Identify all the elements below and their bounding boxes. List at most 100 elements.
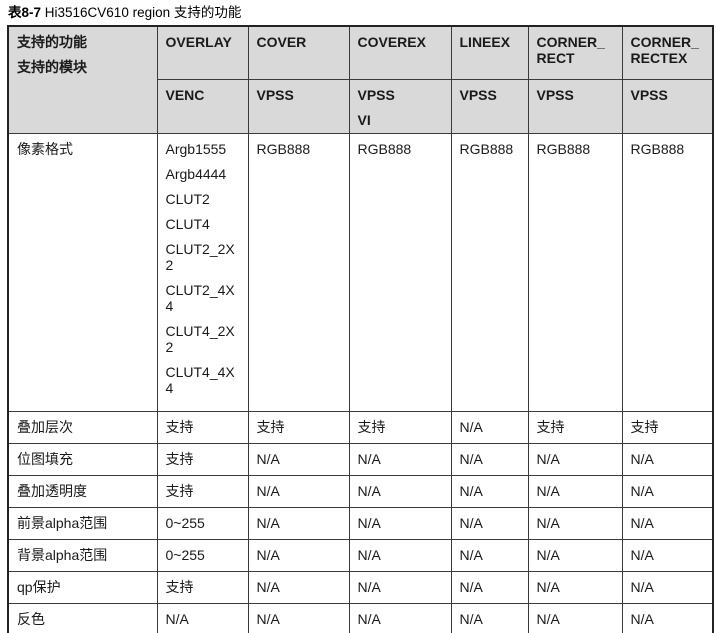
cell-text-line: N/A: [630, 514, 654, 531]
cell-text-line: N/A: [630, 610, 654, 627]
cell-text-line: N/A: [630, 546, 654, 563]
cell-text-line: 支持: [630, 418, 659, 435]
module-header-lineex: VPSS: [450, 78, 529, 134]
cell-text-line: N/A: [357, 546, 381, 563]
table-cell: N/A: [247, 538, 350, 572]
cell-text-line: N/A: [459, 418, 483, 435]
cell-text-line: VPSS: [256, 86, 294, 103]
cell-text-line: VPSS: [536, 86, 574, 103]
cell-text-line: N/A: [459, 450, 483, 467]
cell-text-line: 支持: [256, 418, 285, 435]
table-cell: 支持: [527, 410, 623, 444]
table-cell: N/A: [348, 570, 452, 604]
column-header-overlay: OVERLAY: [156, 25, 249, 80]
cell-text-line: N/A: [536, 482, 560, 499]
table-cell: RGB888: [247, 132, 350, 412]
table-title-text: Hi3516CV610 region 支持的功能: [41, 5, 242, 20]
cell-text-line: 支持: [357, 418, 386, 435]
cell-text-line: Argb1555: [165, 140, 227, 157]
cell-text-line: N/A: [536, 514, 560, 531]
cell-text-line: N/A: [256, 514, 280, 531]
cell-text-line: N/A: [630, 482, 654, 499]
cell-text-line: N/A: [630, 450, 654, 467]
cell-text-line: VPSS: [630, 86, 668, 103]
table-cell: N/A: [527, 442, 623, 476]
table-cell: N/A: [621, 474, 714, 508]
module-header-corner-rectex: VPSS: [621, 78, 714, 134]
table-cell: N/A: [450, 442, 529, 476]
table-cell: N/A: [621, 538, 714, 572]
row-label: 反色: [7, 602, 158, 633]
cell-text-line: N/A: [357, 578, 381, 595]
table-cell: N/A: [527, 602, 623, 633]
cell-text-line: N/A: [459, 610, 483, 627]
table-cell: 支持: [156, 474, 249, 508]
table-row-overlay-alpha: 叠加透明度 支持 N/A N/A N/A N/A N/A: [7, 474, 714, 508]
table-cell: 支持: [348, 410, 452, 444]
table-row-bitmap-fill: 位图填充 支持 N/A N/A N/A N/A N/A: [7, 442, 714, 476]
table-cell: N/A: [247, 442, 350, 476]
table-cell: N/A: [348, 506, 452, 540]
table-cell: N/A: [348, 442, 452, 476]
table-cell: N/A: [621, 570, 714, 604]
cell-text-line: RGB888: [536, 140, 591, 157]
table-cell: N/A: [247, 474, 350, 508]
module-header-overlay: VENC: [156, 78, 249, 134]
table-row-invert-color: 反色 N/A N/A N/A N/A N/A N/A: [7, 602, 714, 633]
cell-text-line: N/A: [256, 610, 280, 627]
table-cell: 0~255: [156, 538, 249, 572]
table-cell: N/A: [247, 570, 350, 604]
cell-text-line: N/A: [459, 482, 483, 499]
row-label: 位图填充: [7, 442, 158, 476]
corner-header: 支持的功能 支持的模块: [7, 25, 158, 134]
table-cell: N/A: [621, 442, 714, 476]
cell-text-line: 0~255: [165, 514, 205, 531]
table-cell: N/A: [156, 602, 249, 633]
table-cell: 支持: [247, 410, 350, 444]
cell-text-line: N/A: [459, 514, 483, 531]
cell-text-line: N/A: [256, 450, 280, 467]
table-cell: N/A: [348, 474, 452, 508]
cell-text-line: 支持: [165, 418, 194, 435]
cell-text-line: CLUT2: [165, 190, 210, 207]
cell-text-line: RGB888: [357, 140, 412, 157]
corner-header-line1: 支持的功能: [17, 34, 87, 50]
table-row-fg-alpha-range: 前景alpha范围 0~255 N/A N/A N/A N/A N/A: [7, 506, 714, 540]
cell-text-line: N/A: [536, 578, 560, 595]
table-cell: 0~255: [156, 506, 249, 540]
row-label: 像素格式: [7, 132, 158, 412]
table-cell: N/A: [621, 602, 714, 633]
table-cell: RGB888: [450, 132, 529, 412]
table-cell: N/A: [527, 506, 623, 540]
cell-text-line: N/A: [357, 514, 381, 531]
cell-text-line: 支持: [165, 450, 194, 467]
row-label: qp保护: [7, 570, 158, 604]
table-row-qp-protect: qp保护 支持 N/A N/A N/A N/A N/A: [7, 570, 714, 604]
table-cell: N/A: [527, 474, 623, 508]
table-cell: 支持: [621, 410, 714, 444]
table-cell: N/A: [450, 538, 529, 572]
header-row-features: 支持的功能 支持的模块 OVERLAY COVER COVEREX LINEEX…: [7, 25, 714, 134]
cell-text-line: N/A: [459, 546, 483, 563]
cell-text-line: N/A: [256, 482, 280, 499]
cell-text-line: N/A: [630, 578, 654, 595]
table-cell: N/A: [621, 506, 714, 540]
table-cell: N/A: [348, 538, 452, 572]
cell-text-line: VENC: [165, 86, 205, 103]
column-header-cover: COVER: [247, 25, 350, 80]
column-header-lineex: LINEEX: [450, 25, 529, 80]
table-cell: N/A: [450, 570, 529, 604]
table-cell: RGB888: [348, 132, 452, 412]
row-label: 背景alpha范围: [7, 538, 158, 572]
cell-text-line: N/A: [536, 450, 560, 467]
cell-text-line: CLUT4: [165, 215, 210, 232]
cell-text-line: N/A: [357, 610, 381, 627]
cell-text-line: RGB888: [630, 140, 685, 157]
table-cell: N/A: [450, 474, 529, 508]
cell-text-line: 支持: [165, 482, 194, 499]
module-header-cover: VPSS: [247, 78, 350, 134]
column-header-coverex: COVEREX: [348, 25, 452, 80]
table-cell: N/A: [450, 602, 529, 633]
table-cell: N/A: [527, 570, 623, 604]
